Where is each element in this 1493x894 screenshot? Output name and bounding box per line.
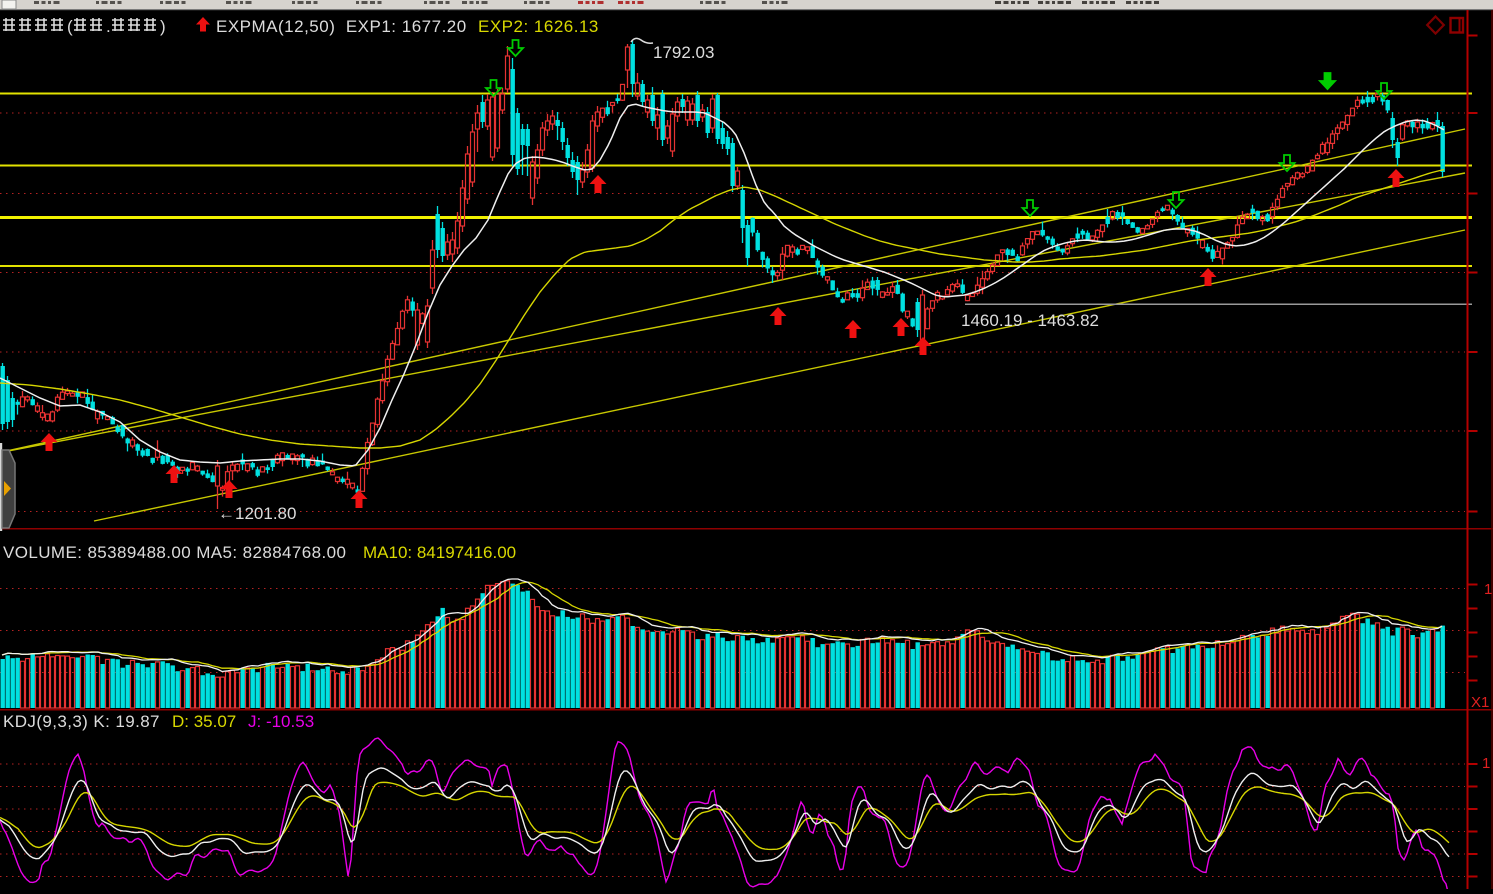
- svg-text:J: -10.53: J: -10.53: [248, 712, 314, 731]
- svg-text:1: 1: [1484, 581, 1492, 598]
- svg-text:←1201.80: ←1201.80: [218, 504, 296, 523]
- svg-text:1460.19 - 1463.82: 1460.19 - 1463.82: [961, 311, 1099, 330]
- svg-text:(: (: [67, 17, 73, 36]
- svg-text:.: .: [106, 17, 111, 36]
- svg-text:): ): [160, 17, 166, 36]
- svg-text:VOLUME: 85389488.00 MA5: 8288: VOLUME: 85389488.00 MA5: 82884768.00: [3, 543, 346, 562]
- svg-text:X1: X1: [1471, 694, 1489, 711]
- svg-text:KDJ(9,3,3) K: 19.87: KDJ(9,3,3) K: 19.87: [3, 712, 160, 731]
- svg-text:1: 1: [1482, 755, 1490, 772]
- svg-text:EXP2: 1626.13: EXP2: 1626.13: [478, 17, 599, 36]
- svg-text:1792.03: 1792.03: [653, 43, 714, 62]
- svg-text:MA10: 84197416.00: MA10: 84197416.00: [363, 543, 516, 562]
- svg-text:D: 35.07: D: 35.07: [172, 712, 236, 731]
- svg-text:EXPMA(12,50) EXP1: 1677.20: EXPMA(12,50) EXP1: 1677.20: [216, 17, 467, 36]
